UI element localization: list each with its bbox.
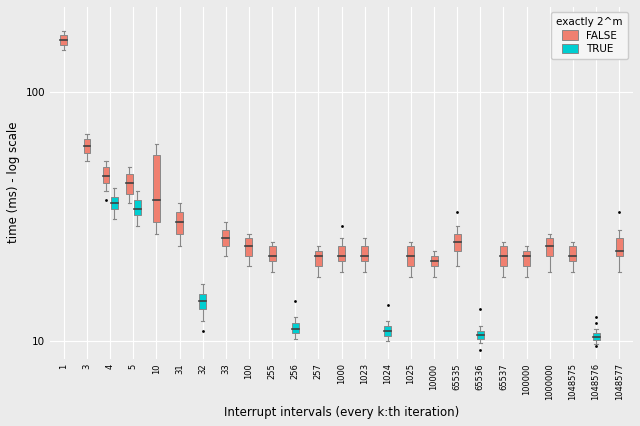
Bar (60, 35, 67, 45)
Bar (547, 238, 553, 256)
Bar (338, 246, 345, 261)
Bar (84, 139, 90, 153)
Bar (570, 246, 577, 261)
Bar (454, 233, 461, 251)
Bar (222, 230, 229, 246)
Bar (125, 174, 132, 194)
Bar (593, 333, 600, 340)
Legend: FALSE, TRUE: FALSE, TRUE (551, 12, 628, 59)
Bar (477, 331, 484, 339)
Bar (500, 246, 507, 266)
Bar (153, 155, 160, 222)
Bar (134, 199, 141, 215)
Y-axis label: time (ms) - log scale: time (ms) - log scale (7, 122, 20, 244)
Bar (523, 251, 530, 266)
Bar (176, 212, 183, 233)
Bar (315, 251, 322, 266)
Bar (246, 238, 252, 256)
Bar (111, 197, 118, 209)
Bar (616, 238, 623, 256)
Bar (431, 256, 438, 266)
X-axis label: Interrupt intervals (every k:th iteration): Interrupt intervals (every k:th iteratio… (224, 406, 459, 419)
Bar (102, 167, 109, 183)
Bar (408, 246, 415, 266)
Bar (269, 246, 276, 261)
Bar (361, 246, 368, 261)
Bar (292, 323, 299, 333)
Bar (199, 294, 206, 308)
Bar (385, 326, 391, 336)
